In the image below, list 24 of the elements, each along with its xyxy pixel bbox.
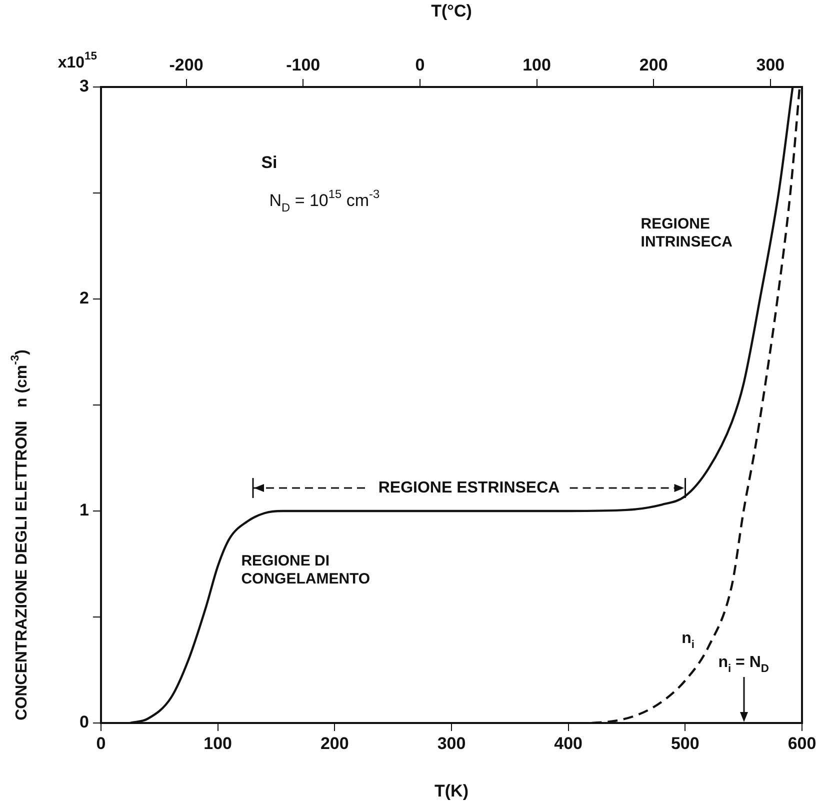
y-tick-label: 1 xyxy=(80,500,90,520)
x2-tick-label: -100 xyxy=(286,55,320,74)
x-tick-label: 0 xyxy=(96,734,106,753)
y-tick-label: 2 xyxy=(80,288,90,308)
x2-tick-label: -200 xyxy=(169,55,204,74)
annotation: Si xyxy=(261,153,278,172)
annotation: REGIONE ESTRINSECA xyxy=(378,480,560,497)
annotation: REGIONE DI CONGELAMENTO xyxy=(241,552,370,588)
x-axis-title: T(K) xyxy=(434,782,468,801)
annotation: REGIONE INTRINSECA xyxy=(640,215,733,250)
y-axis-title: CONCENTRAZIONE DEGLI ELETTRONI n (cm-3) xyxy=(10,350,30,720)
x-tick-label: 200 xyxy=(320,734,349,753)
x2-tick-label: 200 xyxy=(639,55,668,74)
x-tick-label: 500 xyxy=(670,734,700,753)
x2-tick-label: 100 xyxy=(522,55,551,74)
x2-tick-label: 0 xyxy=(415,55,425,74)
x-tick-label: 400 xyxy=(554,734,583,753)
y-tick-label: 0 xyxy=(80,712,90,732)
y-tick-label: 3 xyxy=(80,76,90,96)
x-tick-label: 600 xyxy=(788,734,816,753)
x-tick-label: 100 xyxy=(204,734,232,753)
x2-tick-label: 300 xyxy=(756,55,785,74)
x-tick-label: 300 xyxy=(437,734,466,753)
x2-axis-title: T(°C) xyxy=(431,2,472,21)
